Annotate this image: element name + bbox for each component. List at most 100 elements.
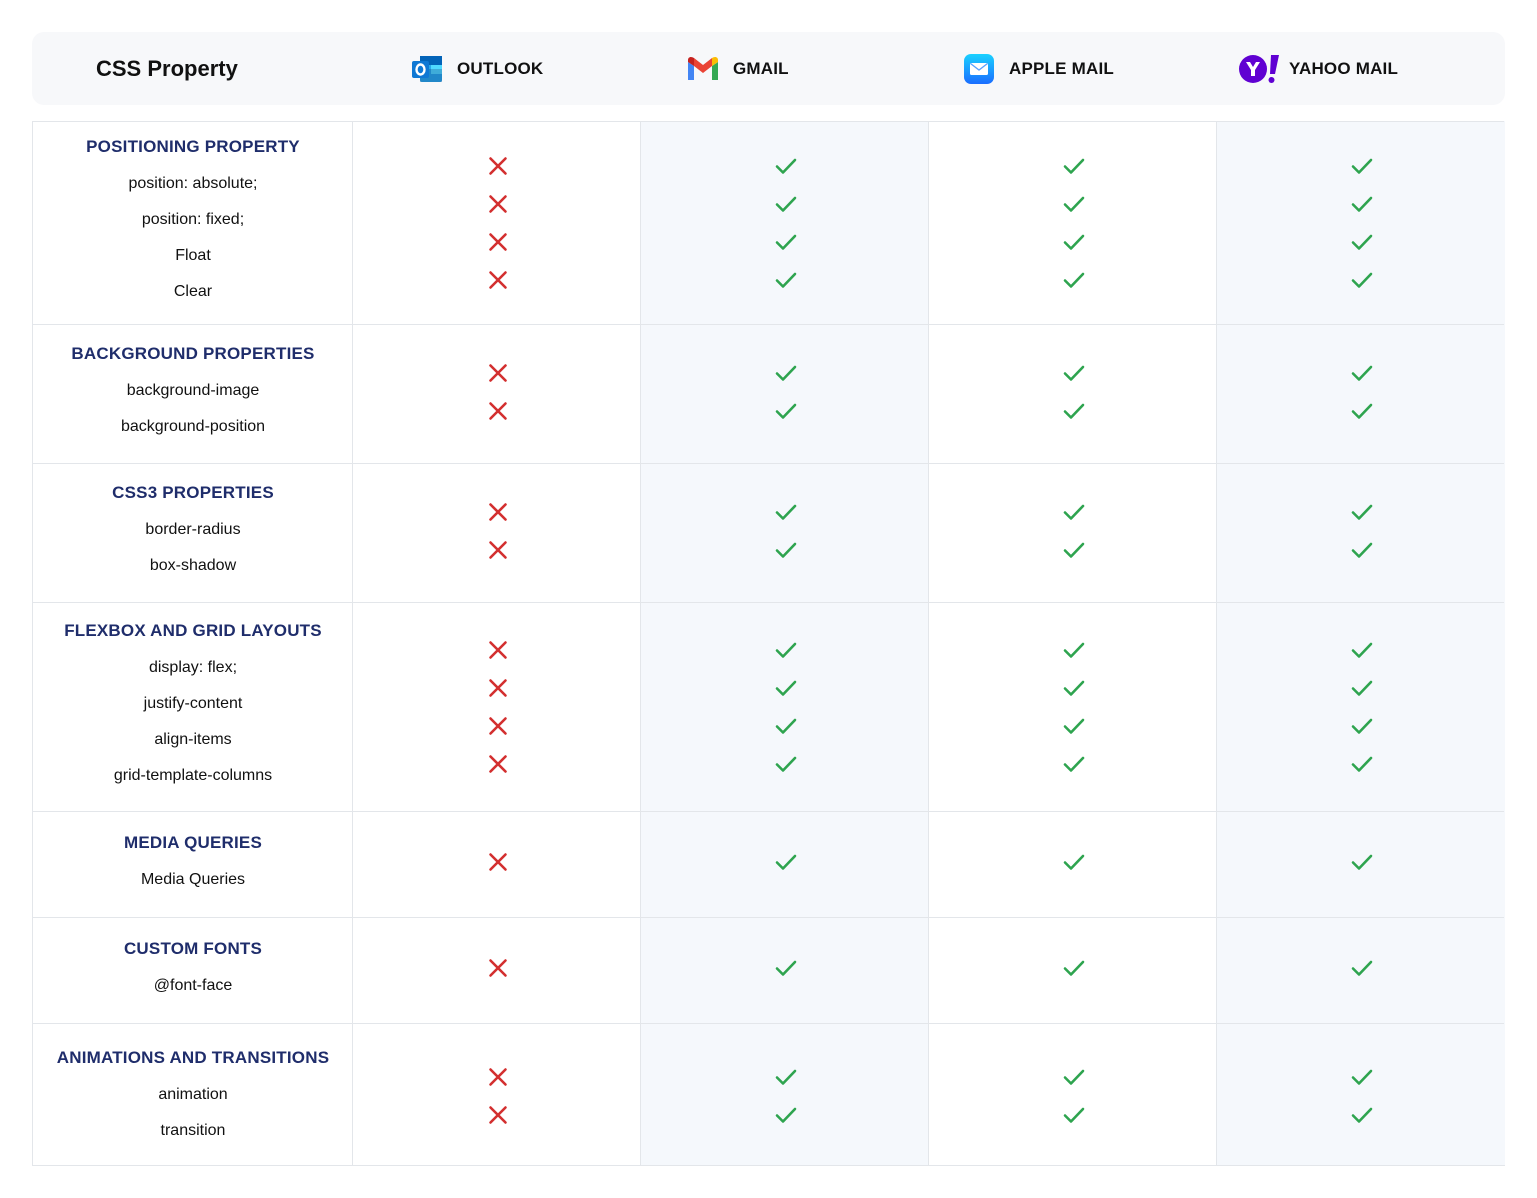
- check-icon: [1063, 1104, 1085, 1126]
- check-icon: [775, 193, 797, 215]
- check-icon: [1063, 400, 1085, 422]
- cross-icon: [487, 231, 509, 253]
- row-divider: [33, 324, 1504, 325]
- category-title: MEDIA QUERIES: [124, 833, 262, 852]
- category-title: CSS3 PROPERTIES: [112, 483, 274, 502]
- cross-icon: [487, 957, 509, 979]
- property-name: background-image: [126, 382, 260, 399]
- client-header-apple-mail: APPLE MAIL: [962, 32, 1114, 105]
- check-icon: [1351, 400, 1373, 422]
- check-icon: [775, 715, 797, 737]
- check-icon: [1063, 231, 1085, 253]
- cross-icon: [487, 501, 509, 523]
- check-icon: [1063, 269, 1085, 291]
- cross-icon: [487, 400, 509, 422]
- cross-icon: [487, 193, 509, 215]
- check-icon: [1063, 715, 1085, 737]
- support-table: POSITIONING PROPERTY position: absolute; p…: [32, 121, 1505, 1166]
- property-name: border-radius: [145, 521, 241, 538]
- check-icon: [1063, 677, 1085, 699]
- check-icon: [1351, 677, 1373, 699]
- cross-icon: [487, 753, 509, 775]
- category-title: POSITIONING PROPERTY: [86, 137, 300, 156]
- check-icon: [1063, 957, 1085, 979]
- row-divider: [33, 1023, 1504, 1024]
- table-header: CSS Property OUTLOOK GMAIL: [32, 32, 1505, 105]
- category-title: ANIMATIONS AND TRANSITIONS: [56, 1048, 330, 1067]
- check-icon: [1351, 851, 1373, 873]
- cross-icon: [487, 1066, 509, 1088]
- check-icon: [775, 957, 797, 979]
- column-divider: [352, 121, 353, 1165]
- row-divider: [33, 121, 1504, 122]
- cross-icon: [487, 155, 509, 177]
- check-icon: [1063, 851, 1085, 873]
- row-divider: [33, 917, 1504, 918]
- column-divider: [1216, 121, 1217, 1165]
- check-icon: [775, 362, 797, 384]
- check-icon: [775, 753, 797, 775]
- client-header-gmail: GMAIL: [686, 32, 789, 105]
- cross-icon: [487, 677, 509, 699]
- property-name: @font-face: [153, 977, 233, 994]
- property-name: Float: [175, 247, 211, 264]
- client-label-outlook: OUTLOOK: [457, 58, 544, 78]
- check-icon: [1063, 501, 1085, 523]
- property-name: justify-content: [143, 695, 243, 712]
- cross-icon: [487, 362, 509, 384]
- check-icon: [1063, 362, 1085, 384]
- check-icon: [775, 677, 797, 699]
- property-name: Media Queries: [140, 871, 246, 888]
- check-icon: [1351, 501, 1373, 523]
- check-icon: [775, 501, 797, 523]
- check-icon: [1351, 155, 1373, 177]
- check-icon: [1063, 753, 1085, 775]
- property-name: position: absolute;: [128, 175, 258, 192]
- category-title: CUSTOM FONTS: [123, 939, 263, 958]
- category-title: BACKGROUND PROPERTIES: [71, 344, 315, 363]
- check-icon: [1063, 639, 1085, 661]
- check-icon: [1351, 715, 1373, 737]
- apple-mail-logo-icon: [962, 52, 996, 86]
- check-icon: [1063, 155, 1085, 177]
- property-name: grid-template-columns: [113, 767, 273, 784]
- check-icon: [1063, 193, 1085, 215]
- gmail-logo-icon: [686, 52, 720, 86]
- css-property-heading: CSS Property: [96, 56, 238, 81]
- cross-icon: [487, 639, 509, 661]
- yahoo-column-background: [1217, 121, 1505, 1165]
- client-label-gmail: GMAIL: [733, 58, 789, 78]
- check-icon: [775, 400, 797, 422]
- check-icon: [775, 155, 797, 177]
- cross-icon: [487, 715, 509, 737]
- check-icon: [1351, 269, 1373, 291]
- column-divider: [640, 121, 641, 1165]
- client-label-yahoo-mail: YAHOO MAIL: [1289, 58, 1399, 78]
- cross-icon: [487, 851, 509, 873]
- cross-icon: [487, 269, 509, 291]
- property-name: background-position: [120, 418, 266, 435]
- column-divider: [928, 121, 929, 1165]
- check-icon: [775, 851, 797, 873]
- check-icon: [1351, 753, 1373, 775]
- check-icon: [775, 231, 797, 253]
- property-name: position: fixed;: [141, 211, 245, 228]
- check-icon: [1063, 539, 1085, 561]
- property-name: Clear: [173, 283, 213, 300]
- row-divider: [33, 602, 1504, 603]
- property-name: display: flex;: [148, 659, 238, 676]
- check-icon: [775, 539, 797, 561]
- gmail-column-background: [641, 121, 929, 1165]
- check-icon: [1351, 539, 1373, 561]
- property-name: box-shadow: [149, 557, 237, 574]
- cross-icon: [487, 1104, 509, 1126]
- category-title: FLEXBOX AND GRID LAYOUTS: [64, 621, 322, 640]
- check-icon: [1351, 362, 1373, 384]
- check-icon: [1351, 957, 1373, 979]
- cross-icon: [487, 539, 509, 561]
- check-icon: [775, 1066, 797, 1088]
- property-name: animation: [158, 1086, 228, 1103]
- row-divider: [33, 811, 1504, 812]
- client-label-apple-mail: APPLE MAIL: [1009, 58, 1114, 78]
- row-divider: [33, 463, 1504, 464]
